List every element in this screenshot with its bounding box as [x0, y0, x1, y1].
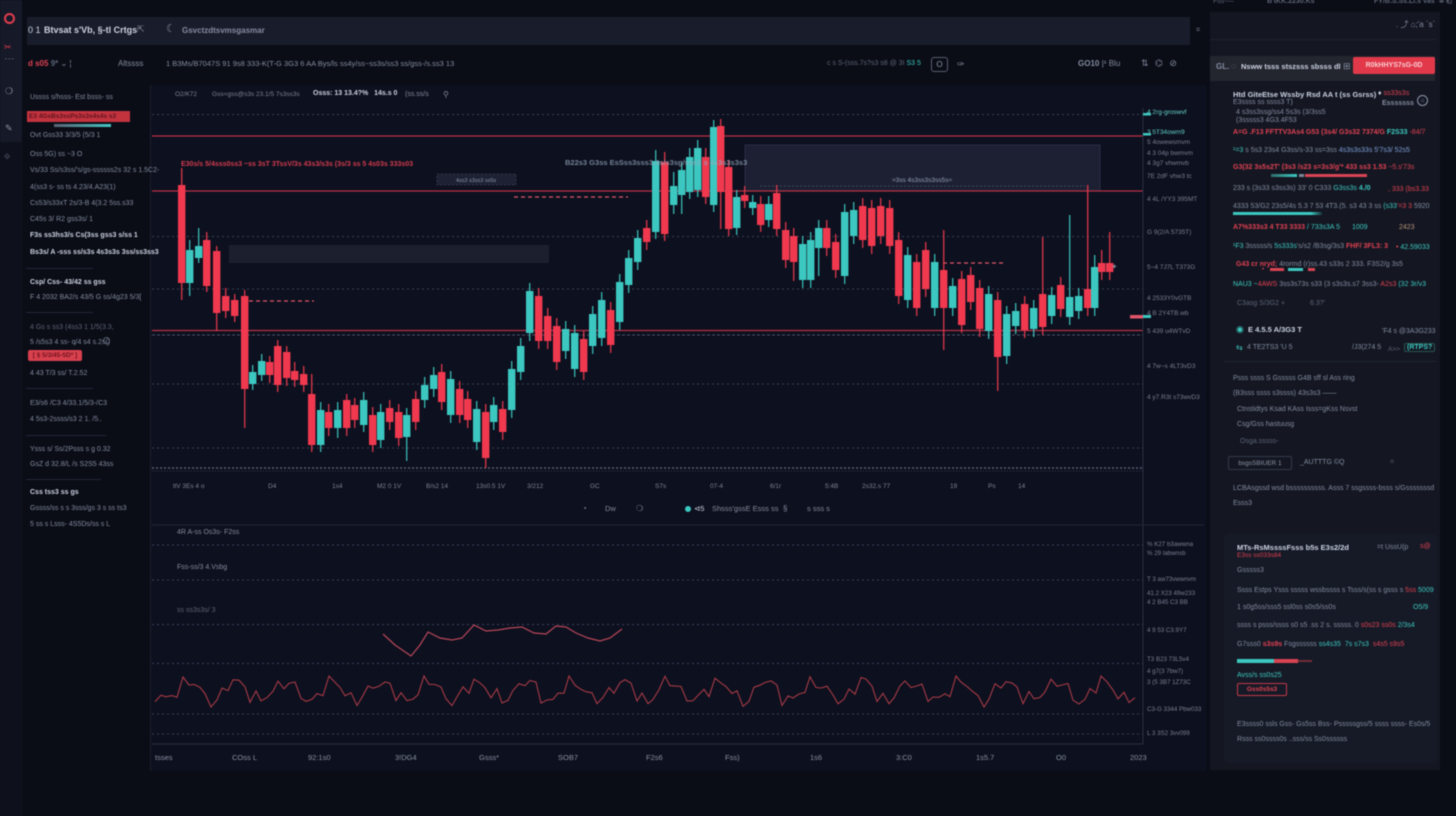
- svg-text:T 3 aw73vwwnvm: T 3 aw73vwwnvm: [1147, 576, 1196, 583]
- svg-text:4 2533Y0vGTB: 4 2533Y0vGTB: [1147, 295, 1191, 302]
- svg-text:13s0.5 1V: 13s0.5 1V: [476, 483, 506, 490]
- svg-text:3 5T34owm9: 3 5T34owm9: [1147, 129, 1185, 136]
- svg-text:ltV 3Es 4 o: ltV 3Es 4 o: [173, 483, 205, 490]
- svg-text:4 2rg-groswvf: 4 2rg-groswvf: [1147, 109, 1187, 116]
- svg-text:4 B 2Y4TB.wb: 4 B 2Y4TB.wb: [1147, 310, 1189, 317]
- svg-text:4 g7(3 7bw7): 4 g7(3 7bw7): [1147, 668, 1183, 675]
- svg-text:4ss3 s3ss3 ss5s: 4ss3 s3ss3 ss5s: [456, 178, 497, 184]
- svg-text:4 3 04p bwmvm: 4 3 04p bwmvm: [1147, 150, 1193, 157]
- svg-text:M2 0 1V: M2 0 1V: [377, 483, 402, 490]
- svg-text:Gsss*: Gsss*: [479, 753, 499, 762]
- svg-text:S7s: S7s: [655, 483, 667, 490]
- svg-text:1s6: 1s6: [810, 753, 822, 762]
- svg-text:SOB7: SOB7: [558, 753, 578, 762]
- svg-text:7E 2dF vhw3 tc: 7E 2dF vhw3 tc: [1147, 173, 1193, 180]
- svg-text:92:1s0: 92:1s0: [308, 753, 331, 762]
- svg-text:COss L: COss L: [232, 753, 257, 762]
- svg-text:1s4: 1s4: [332, 483, 343, 490]
- svg-text:3!DG4: 3!DG4: [395, 753, 417, 762]
- svg-text:≈3ss 4s3ss3s3ss5s≈: ≈3ss 4s3ss3s3ss5s≈: [892, 177, 952, 184]
- svg-text:6/1r: 6/1r: [770, 483, 782, 490]
- svg-text:C3-G 3344 Pbw033: C3-G 3344 Pbw033: [1147, 706, 1202, 713]
- svg-text:14: 14: [1018, 483, 1026, 490]
- svg-text:1s5.7: 1s5.7: [976, 753, 994, 762]
- svg-text:3/212: 3/212: [527, 483, 544, 490]
- svg-text:4 9 53 C3.9Y7: 4 9 53 C3.9Y7: [1147, 627, 1187, 634]
- svg-text:B22s3 G3ss EsSss3sss3,4s/s3sg/: B22s3 G3ss EsSss3sss3,4s/s3sg/sss3 s 4s3…: [565, 158, 747, 167]
- svg-text:4 7w~s 4LT3vD3: 4 7w~s 4LT3vD3: [1147, 363, 1196, 370]
- svg-text:O0: O0: [1056, 753, 1066, 762]
- svg-text:4 2 B45 C3 BB: 4 2 B45 C3 BB: [1147, 599, 1188, 606]
- svg-text:4 4L /YY3 395MT: 4 4L /YY3 395MT: [1147, 196, 1197, 203]
- svg-text:tsses: tsses: [155, 753, 173, 762]
- svg-text:4 y7.R3t s73wvD3: 4 y7.R3t s73wvD3: [1147, 394, 1200, 401]
- svg-text:B/s2 14: B/s2 14: [426, 483, 448, 490]
- svg-text:Fss): Fss): [725, 753, 740, 762]
- svg-text:2023: 2023: [1130, 753, 1147, 762]
- svg-text:G 9(2/A 5735T): G 9(2/A 5735T): [1147, 229, 1191, 236]
- svg-text:L 3 3S2 3vv099: L 3 3S2 3vv099: [1147, 730, 1190, 737]
- svg-text:2s32.s 77: 2s32.s 77: [862, 483, 891, 490]
- svg-text:% 29 labwnsb: % 29 labwnsb: [1147, 550, 1186, 557]
- svg-text:3 (5 3B7 1Z73C: 3 (5 3B7 1Z73C: [1147, 679, 1191, 686]
- svg-text:5 439 u4WTvD: 5 439 u4WTvD: [1147, 328, 1191, 335]
- svg-text:3:C0: 3:C0: [896, 753, 912, 762]
- svg-text:5 4owewsmvm: 5 4owewsmvm: [1147, 139, 1190, 146]
- svg-text:5~4 7J7L T373G: 5~4 7J7L T373G: [1147, 264, 1195, 271]
- svg-text:% K27 b3awwna: % K27 b3awwna: [1147, 541, 1194, 548]
- svg-text:4 2rg-groswvf: 4 2rg-groswvf: [1147, 109, 1187, 116]
- svg-text:E30s/s 5/4sss0ss3 ~ss 3sT 3T: E30s/s 5/4sss0ss3 ~ss 3sT 3TssV/3s 43s3/…: [181, 161, 413, 168]
- svg-text:19: 19: [950, 483, 958, 490]
- svg-text:+: +: [1112, 262, 1117, 271]
- svg-text:4 3g7 vhwmvb: 4 3g7 vhwmvb: [1147, 160, 1189, 167]
- svg-text:07-4: 07-4: [710, 483, 723, 490]
- svg-text:F2s6: F2s6: [646, 753, 663, 762]
- svg-text:D4: D4: [268, 483, 277, 490]
- svg-text:3 5T34owm9: 3 5T34owm9: [1147, 129, 1185, 136]
- svg-text:GC: GC: [590, 483, 600, 490]
- svg-text:5:4B: 5:4B: [825, 483, 838, 490]
- svg-text:41.2 X23 49w233: 41.2 X23 49w233: [1147, 590, 1196, 597]
- svg-text:Ps: Ps: [988, 483, 996, 490]
- svg-text:T3 B23 73L5v4: T3 B23 73L5v4: [1147, 656, 1190, 663]
